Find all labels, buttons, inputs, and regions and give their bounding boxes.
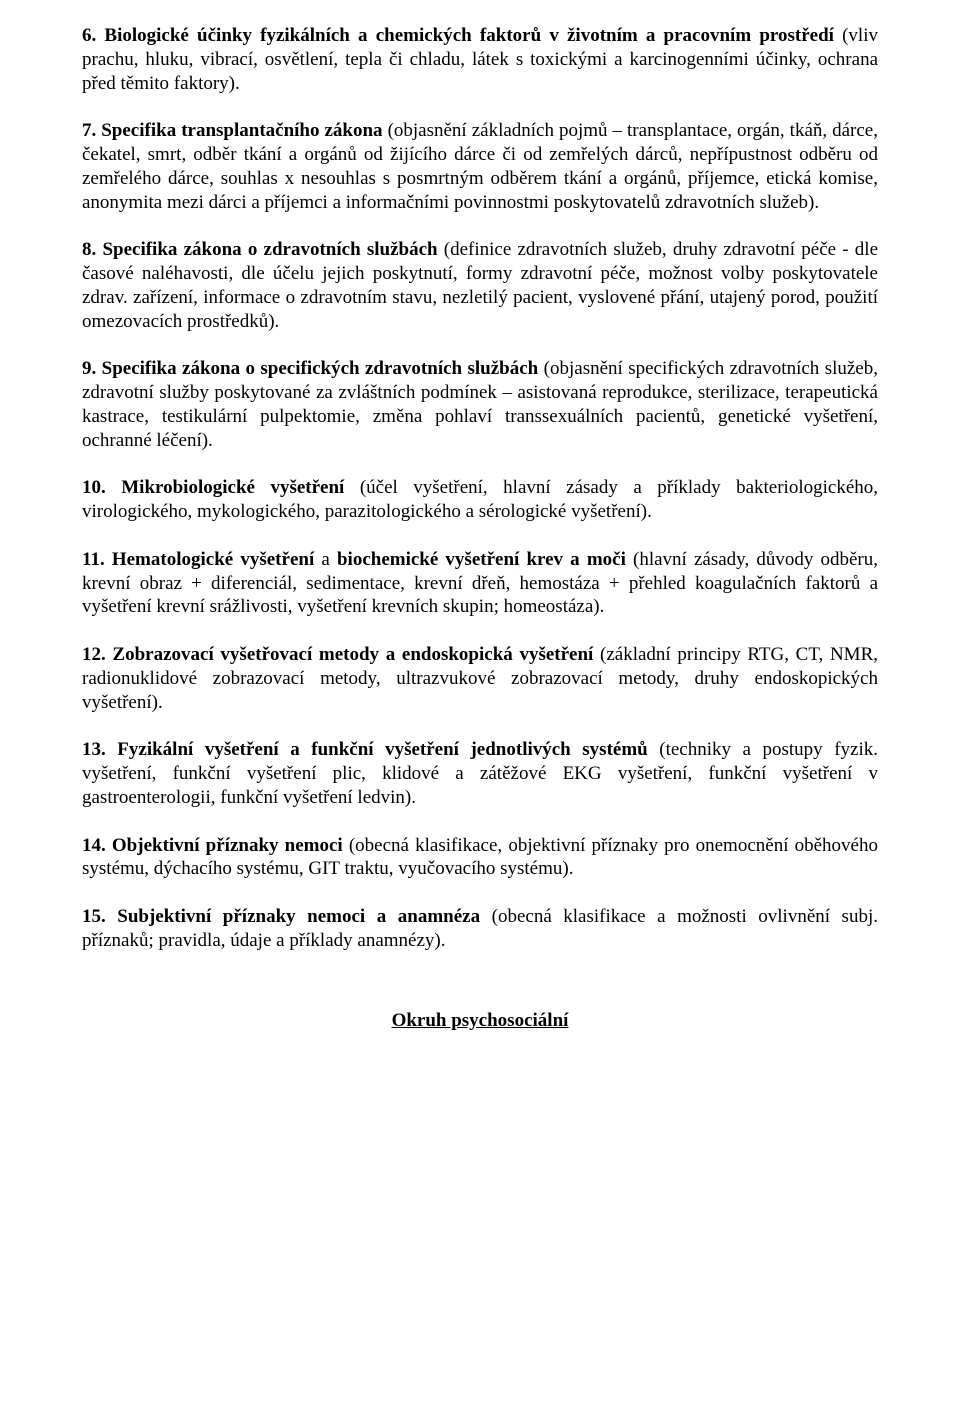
paragraph: 13. Fyzikální vyšetření a funkční vyšetř… (82, 738, 878, 809)
bold-run: 15. Subjektivní příznaky nemoci a anamné… (82, 906, 492, 927)
section-title: Okruh psychosociální (82, 1009, 878, 1033)
paragraph: 14. Objektivní příznaky nemoci (obecná k… (82, 834, 878, 882)
paragraph: 7. Specifika transplantačního zákona (ob… (82, 119, 878, 214)
paragraph: 8. Specifika zákona o zdravotních službá… (82, 238, 878, 333)
paragraph: 10. Mikrobiologické vyšetření (účel vyše… (82, 476, 878, 524)
paragraph: 6. Biologické účinky fyzikálních a chemi… (82, 24, 878, 95)
paragraph: 15. Subjektivní příznaky nemoci a anamné… (82, 905, 878, 953)
bold-run: 9. Specifika zákona o specifických zdrav… (82, 358, 544, 379)
paragraph: 11. Hematologické vyšetření a biochemick… (82, 548, 878, 619)
text-run: a (321, 549, 337, 570)
bold-run: biochemické vyšetření krev a moči (337, 549, 633, 570)
bold-run: 13. Fyzikální vyšetření a funkční vyšetř… (82, 739, 659, 760)
paragraph: 12. Zobrazovací vyšetřovací metody a end… (82, 643, 878, 714)
bold-run: 10. Mikrobiologické vyšetření (82, 477, 360, 498)
paragraph: 9. Specifika zákona o specifických zdrav… (82, 357, 878, 452)
bold-run: 6. Biologické účinky fyzikálních a chemi… (82, 25, 842, 46)
bold-run: 12. Zobrazovací vyšetřovací metody a end… (82, 644, 600, 665)
bold-run: 7. Specifika transplantačního zákona (82, 120, 388, 141)
bold-run: 11. Hematologické vyšetření (82, 549, 321, 570)
document-body: 6. Biologické účinky fyzikálních a chemi… (82, 24, 878, 953)
bold-run: 8. Specifika zákona o zdravotních službá… (82, 239, 444, 260)
bold-run: 14. Objektivní příznaky nemoci (82, 835, 349, 856)
